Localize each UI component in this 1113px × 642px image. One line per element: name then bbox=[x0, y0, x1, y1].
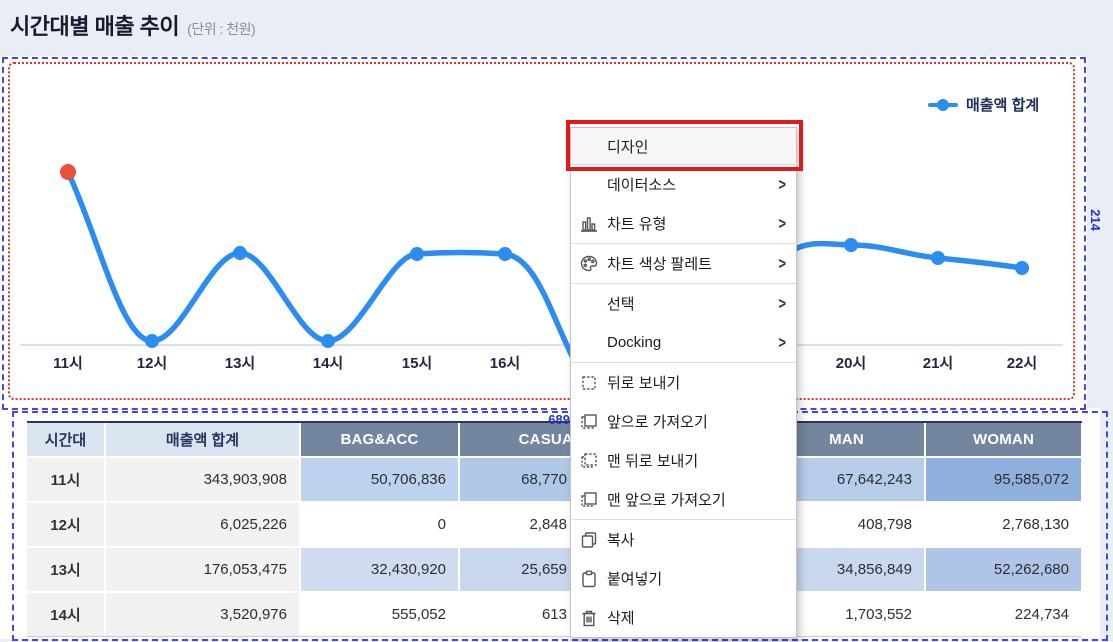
menu-item-bring-to-front[interactable]: 맨 앞으로 가져오기 bbox=[571, 480, 796, 519]
table-cell-time: 14시 bbox=[27, 593, 104, 636]
col-header-woman[interactable]: WOMAN bbox=[926, 423, 1081, 456]
data-point-13[interactable] bbox=[233, 246, 247, 260]
send-backward-icon bbox=[580, 374, 607, 392]
menu-separator bbox=[571, 164, 796, 165]
table-cell-woman: 224,734 bbox=[926, 593, 1081, 636]
x-tick-20: 20시 bbox=[835, 355, 867, 372]
menu-item-send-to-back[interactable]: 맨 뒤로 보내기 bbox=[571, 441, 796, 480]
table-cell-woman: 2,768,130 bbox=[926, 503, 1081, 546]
table-cell-time: 13시 bbox=[27, 548, 104, 591]
x-tick-14: 14시 bbox=[312, 355, 344, 372]
send-to-back-icon bbox=[580, 452, 607, 470]
submenu-arrow-icon: > bbox=[778, 175, 786, 194]
menu-item-design[interactable]: 디자인 bbox=[571, 128, 796, 164]
col-header-total[interactable]: 매출액 합계 bbox=[106, 423, 299, 456]
table-cell-total: 3,520,976 bbox=[106, 593, 299, 636]
submenu-arrow-icon: > bbox=[778, 254, 786, 273]
menu-item-datasource[interactable]: 데이터소스 > bbox=[607, 175, 786, 194]
menu-item-bring-forward[interactable]: 앞으로 가져오기 bbox=[571, 402, 796, 441]
delete-icon bbox=[580, 609, 607, 627]
x-tick-12: 12시 bbox=[136, 355, 168, 372]
page-unit-label: (단위 : 천원) bbox=[187, 21, 256, 37]
menu-item-copy[interactable]: 복사 bbox=[571, 520, 796, 559]
table-cell-bag-acc: 50,706,836 bbox=[301, 458, 458, 501]
data-point-11-highlighted[interactable] bbox=[60, 164, 76, 180]
table-cell-woman: 95,585,072 bbox=[926, 458, 1081, 501]
bar-chart-icon bbox=[580, 216, 607, 232]
bring-forward-icon bbox=[580, 413, 607, 431]
menu-item-chart-type[interactable]: 차트 유형 > bbox=[571, 204, 796, 243]
bring-to-front-icon bbox=[580, 491, 607, 509]
x-tick-16: 16시 bbox=[489, 355, 521, 372]
table-cell-total: 6,025,226 bbox=[106, 503, 299, 546]
table-width-size-label: 689 bbox=[548, 412, 570, 427]
data-point-12[interactable] bbox=[145, 334, 159, 348]
legend-label: 매출액 합계 bbox=[966, 97, 1040, 114]
table-cell-woman: 52,262,680 bbox=[926, 548, 1081, 591]
x-tick-22: 22시 bbox=[1006, 355, 1038, 372]
col-header-bag-acc[interactable]: BAG&ACC bbox=[301, 423, 458, 456]
menu-separator bbox=[571, 362, 796, 363]
menu-item-select[interactable]: 선택 > bbox=[607, 294, 786, 313]
x-tick-15: 15시 bbox=[401, 355, 433, 372]
sales-table: 시간대 매출액 합계 BAG&ACC CASUAL MAN WOMAN 11시 … bbox=[27, 423, 1081, 637]
table-cell-time: 11시 bbox=[27, 458, 104, 501]
menu-separator bbox=[571, 283, 796, 284]
legend-line-marker-icon bbox=[928, 98, 958, 111]
page-title: 시간대별 매출 추이 (단위 : 천원) bbox=[10, 9, 256, 41]
palette-icon bbox=[580, 255, 607, 272]
submenu-arrow-icon: > bbox=[778, 294, 786, 313]
table-cell-total: 176,053,475 bbox=[106, 548, 299, 591]
data-point-22[interactable] bbox=[1015, 261, 1029, 275]
chart-panel[interactable] bbox=[0, 56, 1087, 408]
context-menu: 디자인 데이터소스 > 차트 유형 > 차트 색상 팔레트 > 선택 bbox=[570, 127, 797, 638]
x-tick-13: 13시 bbox=[224, 355, 256, 372]
x-tick-11: 11시 bbox=[53, 355, 83, 372]
data-point-21[interactable] bbox=[931, 251, 945, 265]
line-chart[interactable] bbox=[0, 56, 1087, 408]
col-header-time[interactable]: 시간대 bbox=[27, 423, 104, 456]
page-title-text: 시간대별 매출 추이 bbox=[10, 14, 180, 39]
menu-item-delete[interactable]: 삭제 bbox=[571, 598, 796, 637]
menu-item-paste[interactable]: 붙여넣기 bbox=[571, 559, 796, 598]
menu-item-chart-color-palette[interactable]: 차트 색상 팔레트 > bbox=[571, 244, 796, 283]
chart-height-size-label: 214 bbox=[1088, 209, 1103, 231]
table-top-border bbox=[27, 421, 1082, 423]
table-cell-bag-acc: 555,052 bbox=[301, 593, 458, 636]
table-cell-total: 343,903,908 bbox=[106, 458, 299, 501]
paste-icon bbox=[580, 570, 607, 588]
legend-item-sales-total[interactable]: 매출액 합계 bbox=[928, 94, 1039, 115]
data-point-15[interactable] bbox=[410, 247, 424, 261]
data-point-20[interactable] bbox=[844, 238, 858, 252]
menu-item-docking[interactable]: Docking > bbox=[607, 333, 786, 352]
table-cell-time: 12시 bbox=[27, 503, 104, 546]
title-band: 시간대별 매출 추이 (단위 : 천원) bbox=[0, 0, 1113, 56]
table-cell-bag-acc: 0 bbox=[301, 503, 458, 546]
table-cell-bag-acc: 32,430,920 bbox=[301, 548, 458, 591]
submenu-arrow-icon: > bbox=[778, 333, 786, 352]
menu-item-send-backward[interactable]: 뒤로 보내기 bbox=[571, 363, 796, 402]
data-point-14[interactable] bbox=[321, 334, 335, 348]
menu-separator bbox=[571, 519, 796, 520]
menu-separator bbox=[571, 243, 796, 244]
data-point-16[interactable] bbox=[498, 247, 512, 261]
submenu-arrow-icon: > bbox=[778, 214, 786, 233]
copy-icon bbox=[580, 531, 607, 549]
x-tick-21: 21시 bbox=[922, 355, 954, 372]
